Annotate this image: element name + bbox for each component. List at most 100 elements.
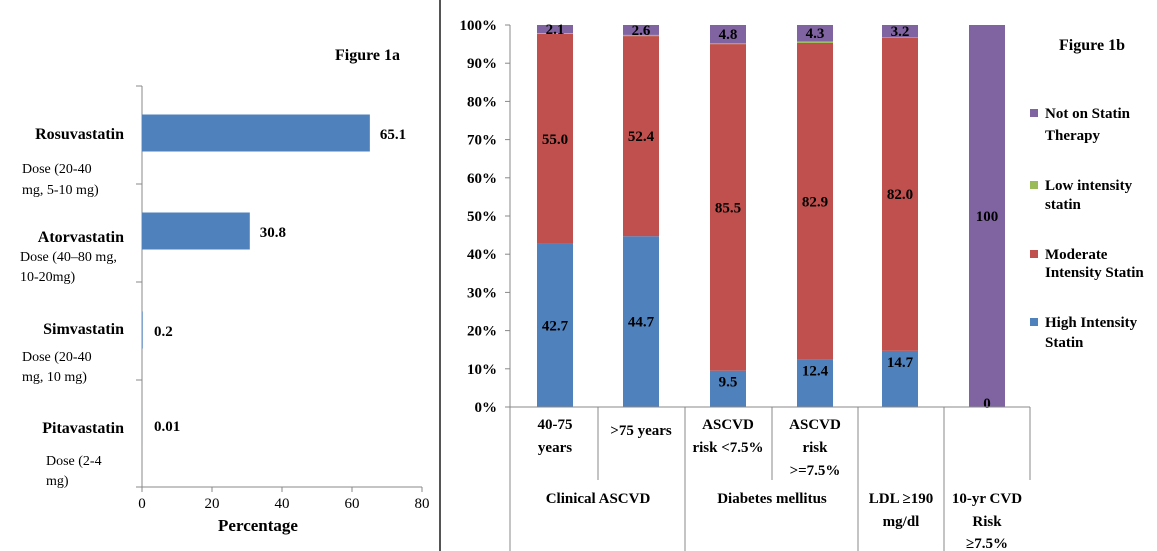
data-label: 30.8 [260,225,286,241]
stack-segment [623,34,659,37]
category-label: Rosuvastatin [35,126,124,143]
stack-segment [710,370,746,407]
stack-segment [882,37,918,351]
dose-label: Dose (2-4 [46,454,102,469]
stack-segment [882,25,918,38]
stack-segment [537,33,573,244]
legend-swatch [1030,109,1038,117]
bar [142,311,143,349]
group-label: ≥7.5% [966,536,1008,551]
figure-1b-title: Figure 1b [1059,37,1125,54]
data-label: 14.7 [887,355,914,371]
category-label: 40-75 [538,417,573,433]
dose-label: Dose (20-40 [22,350,92,365]
data-label: 0.01 [154,419,180,435]
legend-label: Statin [1045,335,1084,351]
data-label: 0.2 [154,324,173,340]
data-label: 55.0 [542,132,568,148]
data-label: 42.7 [542,318,569,334]
legend-label: High Intensity [1045,315,1138,331]
stack-segment [797,25,833,42]
x-tick-label: 40 [275,496,290,512]
stack-segment [537,25,573,34]
data-label: 44.7 [628,315,655,331]
category-label: ASCVD [702,417,754,433]
stack-segment [710,43,746,45]
y-tick-label: 90% [467,56,497,72]
data-label: 2.6 [632,23,651,39]
legend-swatch [1030,318,1038,326]
dose-label: mg, 5-10 mg) [22,183,99,198]
stack-segment [710,25,746,44]
group-label: 10-yr CVD [952,491,1022,507]
category-label: years [538,440,572,456]
stack-segment [882,350,918,407]
bar [142,212,250,250]
figure-1a-plot: 0 20 40 60 80 65.1 Rosuvastatin Dose (20-40 mg, … [20,85,430,512]
category-label: risk [802,440,828,456]
legend-label: Moderate [1045,247,1108,263]
figure-1a-title: Figure 1a [335,47,400,64]
data-label: 4.3 [806,26,825,42]
category-label: Atorvastatin [38,229,124,246]
y-tick-label: 10% [467,362,497,378]
stack-segment [710,44,746,371]
dose-label: Dose (40–80 mg, [20,250,117,265]
stack-segment [797,42,833,360]
dose-label: Dose (20-40 [22,162,92,177]
data-label: 9.5 [719,375,738,391]
figure-1a-x-axis-label: Percentage [218,516,298,535]
x-tick-label: 80 [415,496,430,512]
data-label: 12.4 [802,364,829,380]
legend-label: Intensity Statin [1045,265,1144,281]
data-label: 0 [983,396,991,412]
stack-segment [623,36,659,237]
legend-label: statin [1045,197,1081,213]
y-tick-label: 40% [467,247,497,263]
data-label: 85.5 [715,200,741,216]
category-label: >75 years [610,423,672,439]
legend-swatch [1030,250,1038,258]
group-label: Diabetes mellitus [717,491,827,507]
x-tick-label: 60 [345,496,360,512]
data-label: 2.1 [546,22,565,38]
figure-1b-plot: 0% 10% 20% 30% 40% 50% 60% 70% 80% 90% 100% 42.7 55.… [460,18,1031,551]
category-label: risk <7.5% [692,440,763,456]
group-label: Clinical ASCVD [546,491,651,507]
legend-label: Low intensity [1045,178,1133,194]
data-label: 52.4 [628,129,655,145]
data-label: 3.2 [891,24,910,40]
group-label: mg/dl [883,514,920,530]
figure-1b-legend: Not on Statin Therapy Low intensity statin M… [1030,106,1144,351]
stack-segment [623,236,659,407]
stack-segment [537,243,573,407]
y-tick-label: 100% [460,18,498,34]
dose-label: 10-20mg) [20,270,76,285]
group-label: LDL ≥190 [869,491,934,507]
stack-segment [537,33,573,34]
category-label: >=7.5% [790,463,841,479]
stack-segment [623,25,659,35]
y-tick-label: 20% [467,324,497,340]
y-tick-label: 60% [467,171,497,187]
data-label: 82.0 [887,187,913,203]
category-label: Pitavastatin [42,420,124,437]
legend-swatch [1030,181,1038,189]
data-label: 100 [976,209,999,225]
data-label: 65.1 [380,127,406,143]
dose-label: mg) [46,474,69,489]
stack-segment [797,359,833,407]
dose-label: mg, 10 mg) [22,370,87,385]
y-tick-label: 70% [467,133,497,149]
x-tick-label: 0 [138,496,146,512]
category-label: Simvastatin [43,321,124,338]
data-label: 82.9 [802,194,828,210]
bar [142,114,370,152]
y-tick-label: 0% [475,400,498,416]
data-label: 4.8 [719,27,738,43]
legend-label: Therapy [1045,128,1101,144]
x-tick-label: 20 [205,496,220,512]
group-label: Risk [972,514,1002,530]
y-tick-label: 30% [467,285,497,301]
